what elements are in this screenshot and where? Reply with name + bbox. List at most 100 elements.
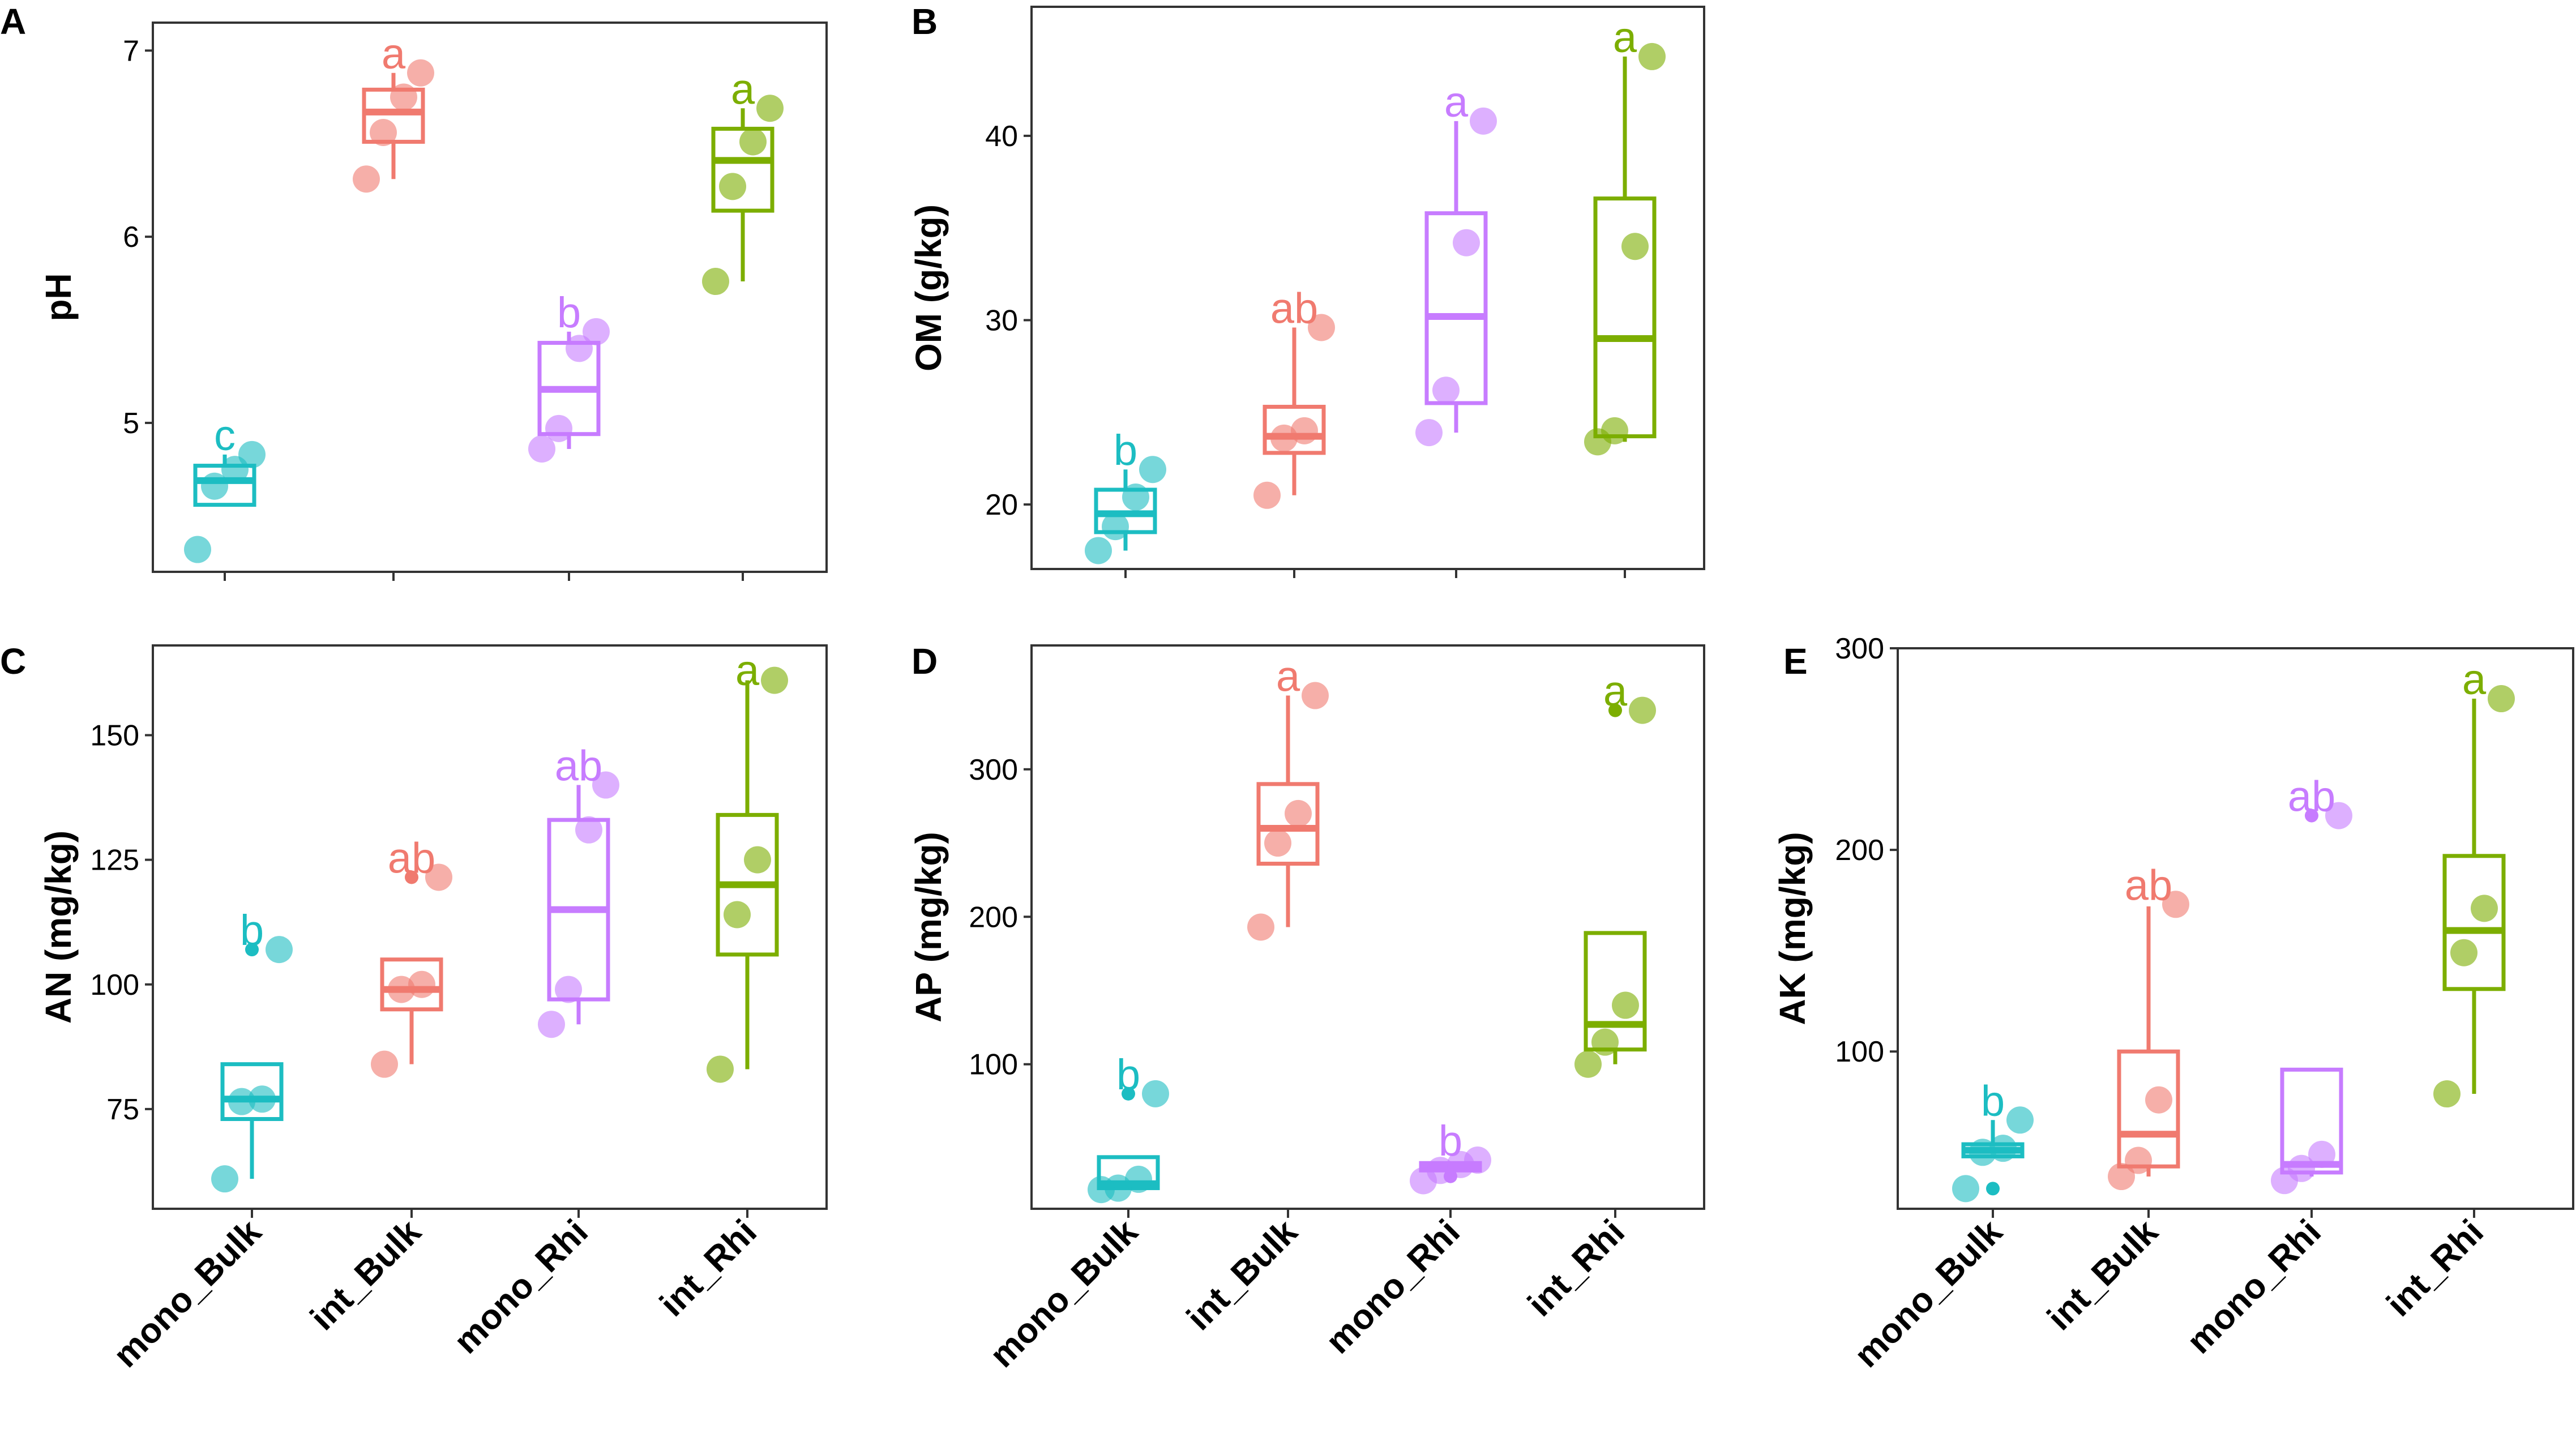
y-tick-label: 100 — [90, 969, 139, 1002]
data-point — [211, 1165, 238, 1193]
data-point — [249, 1085, 276, 1113]
data-point — [1139, 456, 1166, 484]
data-point — [545, 414, 572, 442]
y-tick-label: 5 — [123, 407, 139, 440]
data-point — [575, 816, 602, 844]
data-point — [2145, 1086, 2172, 1114]
data-point — [1308, 314, 1335, 341]
y-tick-label: 30 — [985, 304, 1018, 337]
significance-letter-mono_Rhi: ab — [2288, 773, 2336, 821]
significance-letter-int_Bulk: ab — [2125, 861, 2173, 909]
panel-d-frame — [1030, 644, 1705, 1210]
significance-letter-mono_Rhi: b — [1439, 1117, 1462, 1165]
x-tick-label-mono_Rhi: mono_Rhi — [447, 1212, 596, 1361]
y-tick-label: 100 — [969, 1049, 1018, 1081]
panel-a-letter: A — [0, 1, 26, 42]
data-point — [2471, 895, 2498, 922]
significance-letter-int_Bulk: ab — [1270, 284, 1319, 332]
x-tick-label-int_Bulk: int_Bulk — [1179, 1212, 1305, 1338]
y-tick-label: 300 — [1835, 632, 1884, 665]
box-int_Bulk — [1256, 782, 1320, 866]
data-point — [1629, 696, 1656, 724]
data-point — [1415, 419, 1443, 447]
data-point — [1264, 829, 1291, 857]
data-point — [707, 1055, 734, 1083]
significance-letter-mono_Bulk: b — [1981, 1077, 2005, 1125]
significance-letter-mono_Rhi: ab — [555, 742, 603, 790]
significance-letter-int_Bulk: ab — [388, 834, 436, 882]
data-point — [719, 173, 746, 200]
data-point — [761, 666, 788, 694]
panel-e-ylabel: AK (mg/kg) — [1772, 832, 1813, 1025]
data-point — [2308, 1140, 2335, 1168]
y-tick-label: 150 — [90, 719, 139, 752]
y-tick-label: 40 — [985, 120, 1018, 153]
data-point — [538, 1011, 565, 1038]
y-tick-label: 125 — [90, 844, 139, 877]
significance-letter-mono_Rhi: b — [557, 289, 581, 337]
data-point — [407, 59, 434, 87]
outlier-point — [2305, 808, 2318, 823]
significance-letter-mono_Bulk: b — [1114, 426, 1137, 474]
data-point — [1247, 913, 1274, 941]
x-tick-label-mono_Bulk: mono_Bulk — [1847, 1212, 2010, 1375]
data-point — [425, 863, 452, 891]
x-tick-label-mono_Bulk: mono_Bulk — [982, 1212, 1145, 1375]
data-point — [390, 83, 417, 111]
data-point — [2108, 1163, 2135, 1191]
data-point — [2288, 1154, 2315, 1182]
data-point — [2450, 939, 2477, 966]
data-point — [1453, 229, 1480, 256]
y-tick-label: 300 — [969, 754, 1018, 786]
data-point — [1105, 1174, 1132, 1202]
data-point — [1621, 233, 1649, 260]
data-point — [408, 970, 435, 998]
data-point — [1302, 682, 1329, 709]
data-point — [702, 268, 729, 296]
data-point — [1285, 799, 1312, 827]
outlier-point — [405, 870, 418, 884]
x-tick-label-mono_Rhi: mono_Rhi — [1319, 1212, 1467, 1361]
data-point — [1125, 1165, 1152, 1193]
outlier-point — [1122, 1086, 1135, 1101]
panel-e-frame — [1897, 647, 2574, 1210]
data-point — [1432, 377, 1460, 404]
data-point — [583, 318, 610, 345]
data-point — [2125, 1146, 2152, 1174]
x-tick-label-int_Rhi: int_Rhi — [653, 1212, 764, 1324]
data-point — [592, 771, 619, 799]
box-mono_Bulk — [220, 1062, 284, 1122]
significance-letter-int_Bulk: a — [382, 30, 406, 78]
x-tick-label-mono_Rhi: mono_Rhi — [2180, 1212, 2329, 1361]
panel-b-ylabel: OM (g/kg) — [908, 204, 949, 371]
data-point — [2325, 802, 2352, 829]
data-point — [238, 440, 266, 468]
data-point — [1969, 1139, 1996, 1166]
data-point — [1085, 537, 1112, 564]
data-point — [756, 95, 784, 122]
box-int_Bulk — [2117, 1049, 2180, 1169]
data-point — [201, 472, 228, 500]
data-point — [724, 901, 751, 929]
data-point — [266, 936, 293, 964]
significance-letter-int_Rhi: a — [2462, 656, 2487, 704]
data-point — [555, 976, 582, 1003]
data-point — [1470, 107, 1497, 135]
data-point — [1591, 1028, 1619, 1056]
data-point — [1952, 1175, 1979, 1203]
panel-e: E AK (mg/kg) 100 200 300 b mono_Bulk ab int_Bulk… — [1772, 632, 2574, 1375]
significance-letter-int_Rhi: a — [1603, 668, 1628, 716]
box-int_Bulk — [380, 957, 443, 1012]
panel-a-ylabel: pH — [38, 273, 79, 321]
panel-d: D AP (mg/kg) 100 200 300 b mono_Bulk a int_Bulk b… — [908, 641, 1705, 1375]
y-tick-label: 200 — [1835, 834, 1884, 867]
significance-letter-mono_Bulk: c — [214, 412, 236, 460]
data-point — [353, 165, 380, 193]
data-point — [1989, 1135, 2017, 1162]
significance-letter-int_Rhi: a — [735, 647, 760, 695]
x-tick-label-mono_Bulk: mono_Bulk — [106, 1212, 269, 1375]
significance-letter-mono_Rhi: a — [1444, 78, 1469, 126]
panel-c-letter: C — [0, 641, 26, 682]
data-point — [2433, 1080, 2461, 1108]
